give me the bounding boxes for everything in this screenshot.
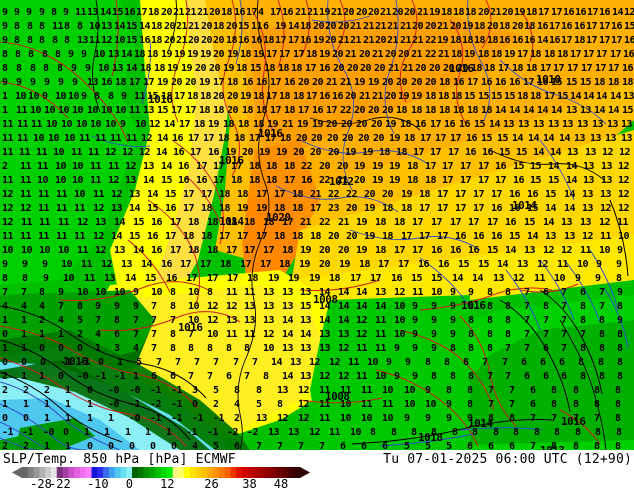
colorbar-swatch bbox=[74, 467, 81, 478]
colorbar-swatch bbox=[79, 467, 87, 478]
colorbar-swatch bbox=[166, 467, 174, 478]
colorbar-swatch bbox=[161, 467, 168, 478]
colorbar-tick-label: -10 bbox=[86, 477, 109, 490]
colorbar-swatch bbox=[265, 467, 272, 478]
colorbar-swatch bbox=[189, 467, 197, 478]
colorbar-swatch bbox=[62, 467, 69, 478]
colorbar-swatch bbox=[50, 467, 58, 478]
colorbar-swatch bbox=[282, 467, 290, 478]
colorbar-swatch bbox=[259, 467, 266, 478]
colorbar-swatch bbox=[213, 467, 220, 478]
colorbar-tick-label: 0 bbox=[125, 477, 134, 490]
colorbar-swatch bbox=[33, 467, 40, 478]
colorbar-swatch bbox=[276, 467, 284, 478]
colorbar-swatch bbox=[132, 467, 139, 478]
colorbar-swatch bbox=[271, 467, 278, 478]
colorbar-swatch bbox=[68, 467, 75, 478]
colorbar-tick-label: 12 bbox=[160, 477, 175, 490]
colorbar-swatch bbox=[155, 467, 162, 478]
colorbar-tick-label: -22 bbox=[49, 477, 71, 490]
colorbar-tick-label: 26 bbox=[204, 477, 219, 490]
colorbar-swatch bbox=[39, 467, 46, 478]
weather-map-panel[interactable]: 9 9 9 9 8 9 11 13 14 15 16 17 18 20 21 21 21 20 18 16 17 4 17 1… bbox=[0, 0, 634, 450]
colorbar-swatch bbox=[120, 467, 127, 478]
colorbar-swatch bbox=[207, 467, 214, 478]
colorbar-swatch bbox=[172, 467, 179, 478]
colorbar-tick-label: -28 bbox=[30, 477, 52, 490]
colorbar-swatch bbox=[236, 467, 243, 478]
colorbar-swatch bbox=[288, 467, 295, 478]
colorbar-swatch bbox=[56, 467, 64, 478]
colorbar-swatch bbox=[218, 467, 226, 478]
colorbar-swatch bbox=[294, 467, 301, 478]
colorbar-tick-label: 38 bbox=[242, 477, 257, 490]
colorbar-swatch bbox=[27, 467, 35, 478]
colorbar-max-arrow bbox=[300, 467, 310, 478]
colorbar-swatch bbox=[108, 467, 116, 478]
colorbar-swatch bbox=[91, 467, 98, 478]
forecast-timestamp: Tu 07-01-2025 06:00 UTC (12+90) bbox=[383, 452, 632, 467]
colorbar-swatch bbox=[126, 467, 133, 478]
color-scale-legend: -28 -22 -10 0 12 26 38 48 bbox=[0, 467, 634, 490]
colorbar-swatch bbox=[230, 467, 237, 478]
colorbar-swatch bbox=[201, 467, 208, 478]
colorbar-swatch bbox=[184, 467, 191, 478]
colorbar-swatch bbox=[85, 467, 93, 478]
colorbar-swatches bbox=[12, 467, 310, 478]
colorbar-min-arrow bbox=[12, 467, 22, 478]
map-footer: SLP/Temp. 850 hPa [hPa] ECMWF Tu 07-01-2… bbox=[0, 450, 634, 490]
colorbar-swatch bbox=[247, 467, 255, 478]
product-title: SLP/Temp. 850 hPa [hPa] ECMWF bbox=[3, 452, 236, 467]
colorbar-swatch bbox=[45, 467, 52, 478]
temperature-shading-layer bbox=[0, 0, 634, 450]
colorbar-swatch bbox=[224, 467, 232, 478]
colorbar-swatch bbox=[149, 467, 156, 478]
colorbar-swatch bbox=[97, 467, 104, 478]
colorbar-swatch bbox=[22, 467, 29, 478]
colorbar-swatch bbox=[178, 467, 185, 478]
colorbar-swatch bbox=[195, 467, 203, 478]
colorbar-swatch bbox=[114, 467, 122, 478]
colorbar-tick-label: 48 bbox=[273, 477, 289, 490]
colorbar-swatch bbox=[103, 467, 110, 478]
colorbar-swatch bbox=[143, 467, 151, 478]
colorbar-swatch bbox=[242, 467, 249, 478]
colorbar-swatch bbox=[253, 467, 261, 478]
colorbar-swatch bbox=[137, 467, 145, 478]
